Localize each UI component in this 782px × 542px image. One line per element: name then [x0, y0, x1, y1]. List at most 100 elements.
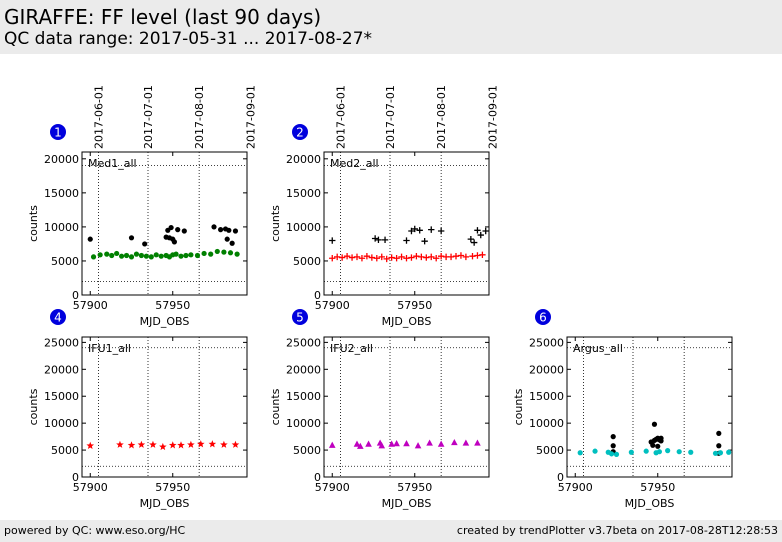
y-tick-label: 15000: [44, 187, 79, 200]
data-point: [388, 254, 395, 261]
data-point: [378, 442, 386, 449]
data-point: [208, 251, 214, 257]
data-point: [613, 451, 620, 457]
data-point: [462, 253, 470, 261]
date-tick-label: 2017-09-01: [244, 85, 257, 149]
data-point: [610, 443, 616, 449]
panel-number-badge: [535, 309, 551, 325]
footer-created-by: created by trendPlotter v3.7beta on 2017…: [456, 524, 778, 537]
data-point: [469, 252, 476, 260]
data-point: [426, 439, 433, 446]
data-point: [393, 440, 400, 447]
panel-number-badge: [50, 124, 66, 140]
data-point: [712, 450, 719, 456]
plot-frame: [323, 151, 490, 296]
date-tick-label: 2017-06-01: [335, 85, 348, 149]
y-tick-label: 25000: [529, 336, 564, 349]
data-point: [378, 253, 385, 261]
data-point: [477, 231, 484, 239]
chart-panel-1: 2017-06-01 2017-07-01 2017-08-01 2017-09-01…: [27, 85, 257, 328]
data-point: [329, 237, 336, 244]
data-point: [133, 251, 140, 257]
data-point: [651, 421, 658, 427]
data-point: [375, 236, 382, 244]
data-point: [328, 441, 336, 448]
data-point: [197, 440, 205, 448]
data-point: [142, 241, 148, 247]
date-tick-label: 2017-06-01: [93, 85, 106, 149]
data-point: [97, 252, 103, 258]
data-point: [423, 254, 430, 261]
y-tick-label: 15000: [286, 390, 321, 403]
data-point: [474, 439, 481, 446]
data-series: [86, 440, 240, 451]
x-tick-label: 57950: [640, 481, 675, 494]
y-tick-label: 10000: [286, 221, 321, 234]
data-point: [229, 240, 235, 246]
data-point: [153, 252, 159, 258]
data-series: [87, 224, 239, 247]
data-point: [474, 227, 481, 234]
x-tick-label: 57900: [73, 299, 108, 312]
y-tick-label: 10000: [44, 221, 79, 234]
data-point: [177, 441, 185, 449]
page-title: GIRAFFE: FF level (last 90 days): [4, 5, 322, 29]
data-point: [178, 253, 184, 259]
y-tick-label: 10000: [286, 417, 321, 430]
x-axis-label: MJD_OBS: [140, 497, 190, 510]
y-tick-label: 20000: [286, 363, 321, 376]
data-series: [610, 421, 722, 456]
y-tick-label: 5000: [293, 255, 321, 268]
data-point: [414, 442, 422, 449]
x-tick-label: 57950: [397, 481, 432, 494]
panel-number: 6: [539, 311, 547, 325]
data-point: [363, 252, 371, 260]
data-point: [416, 227, 423, 234]
plot-frame: [566, 336, 733, 478]
y-tick-label: 20000: [286, 153, 321, 166]
data-point: [348, 254, 356, 261]
x-tick-label: 57950: [155, 481, 190, 494]
data-point: [343, 252, 351, 260]
y-tick-label: 10000: [44, 417, 79, 430]
data-point: [116, 440, 124, 448]
data-point: [726, 449, 732, 455]
data-point: [224, 236, 230, 242]
data-point: [371, 235, 379, 242]
data-point: [159, 442, 167, 451]
data-point: [329, 255, 336, 262]
panel-number: 5: [296, 311, 304, 325]
data-series: [329, 251, 486, 263]
data-point: [138, 252, 144, 259]
data-point: [474, 252, 481, 259]
y-tick-label: 5000: [51, 255, 79, 268]
data-point: [128, 254, 135, 260]
y-tick-label: 15000: [529, 390, 564, 403]
data-point: [655, 443, 661, 449]
data-point: [143, 253, 149, 259]
data-point: [148, 254, 154, 260]
chart-panel-5: 0 5000 10000 15000 20000 25000 57900 57950 MJD_O…: [269, 309, 490, 510]
data-point: [127, 441, 136, 449]
data-point: [716, 430, 722, 436]
data-point: [437, 440, 445, 447]
y-tick-label: 25000: [44, 336, 79, 349]
data-point: [665, 448, 671, 454]
data-point: [451, 438, 458, 446]
x-tick-label: 57900: [315, 481, 350, 494]
data-point: [628, 449, 634, 455]
data-point: [467, 235, 475, 243]
y-tick-label: 5000: [293, 444, 321, 457]
page-footer: powered by QC: www.eso.org/HC created by…: [0, 520, 782, 542]
data-point: [716, 443, 722, 449]
panel-number-badge: [292, 124, 308, 140]
data-point: [388, 440, 395, 447]
data-point: [183, 252, 189, 259]
data-point: [168, 441, 177, 449]
panel-label: IFU1_all: [88, 342, 131, 355]
date-tick-label: 2017-07-01: [142, 85, 155, 149]
panel-number-badge: [50, 309, 66, 325]
x-axis-label: MJD_OBS: [382, 315, 432, 328]
data-point: [221, 249, 227, 255]
data-point: [211, 224, 217, 230]
